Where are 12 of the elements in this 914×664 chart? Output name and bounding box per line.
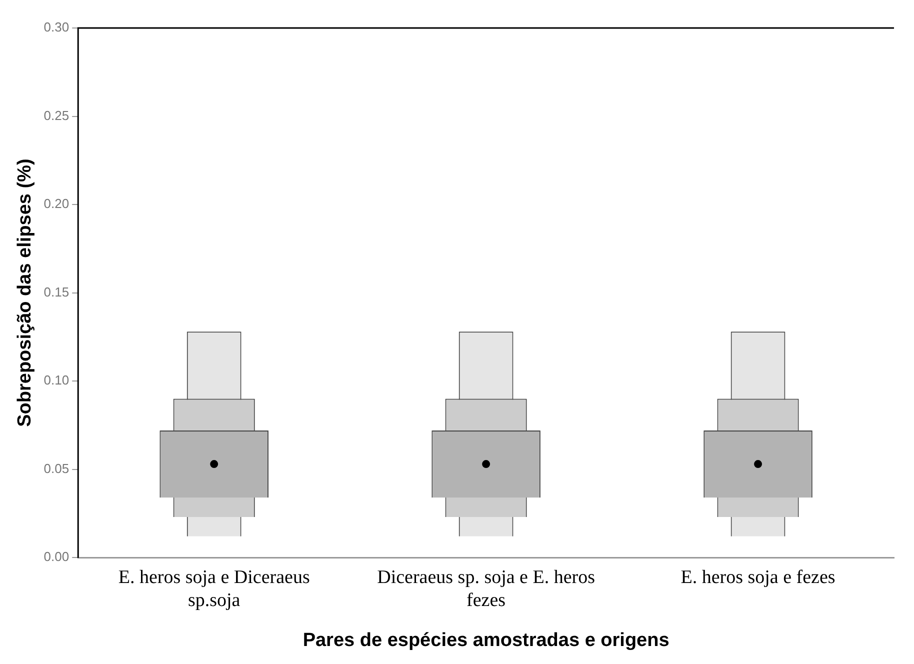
y-tick-label: 0.20 [44, 196, 70, 212]
y-tick-label: 0.10 [44, 372, 70, 388]
y-tick-label: 0.05 [44, 460, 70, 476]
y-tick-label: 0.25 [44, 108, 70, 123]
x-tick-label: E. heros soja e Diceraeus sp.soja [118, 566, 310, 611]
x-tick-label: Diceraeus sp. soja e E. heros fezes [377, 566, 596, 611]
y-tick-label: 0.30 [44, 20, 70, 35]
y-tick-label: 0.00 [44, 549, 70, 564]
x-tick-label: E. heros soja e fezes [680, 566, 836, 588]
x-axis-title: Pares de espécies amostradas e origens [302, 630, 670, 651]
y-axis-title: Sobreposição das elipses (%) [14, 158, 36, 427]
y-tick-label: 0.15 [44, 284, 70, 300]
